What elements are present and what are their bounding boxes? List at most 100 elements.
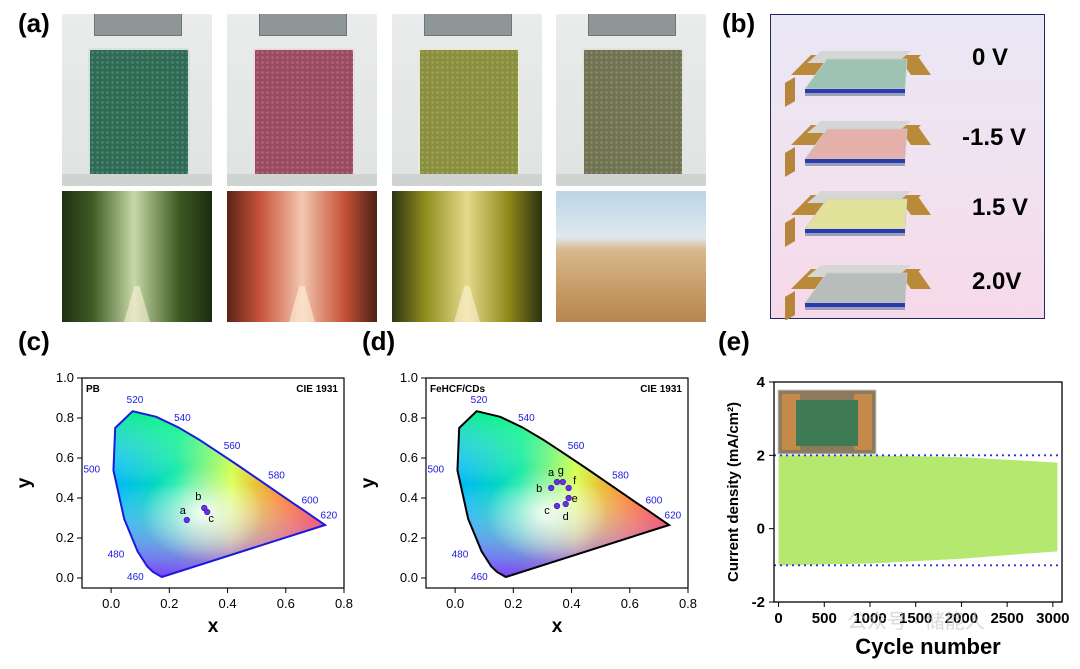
ec-device-1 [785,121,931,177]
y-tick-label: 0.8 [400,410,418,425]
wavelength-label-540: 540 [174,413,191,424]
panel-label-b: (b) [722,8,756,38]
wavelength-label-480: 480 [452,549,469,560]
device-layer-blue [805,229,905,233]
wavelength-label-540: 540 [518,413,535,424]
device-layer-base [805,233,905,236]
panel-label-c: (c) [18,326,50,356]
x-tick-label: 0.6 [621,596,639,611]
y-tick-label: 0.0 [56,570,74,585]
beaker-photo [392,14,542,186]
point-label-a: a [180,505,187,517]
device-stack-graphic [785,51,931,321]
data-point-c [204,508,211,516]
wavelength-label-620: 620 [665,510,682,521]
x-tick-label: 1500 [899,610,932,627]
wavelength-label-580: 580 [268,471,285,482]
panel-label-a: (a) [18,8,50,38]
wavelength-label-500: 500 [427,464,444,475]
ec-device-3 [785,265,931,321]
y-axis-label: y [358,477,379,488]
device-inset-photo [777,389,877,455]
wavelength-label-620: 620 [321,510,338,521]
panel-label-e: (e) [718,326,750,356]
scene-photo-red-autumn-forest [227,191,377,322]
device-layer-blue [805,89,905,93]
voltage-label-1: -1.5 V [962,124,1027,151]
device-tab [785,217,795,247]
x-tick-label: 0.8 [679,596,697,611]
x-tick-label: 3000 [1036,610,1069,627]
y-tick-label: 0.8 [56,410,74,425]
x-axis-label: x [208,616,219,637]
x-tick-label: 0 [774,610,782,627]
x-tick-label: 1000 [853,610,886,627]
device-layer-base [805,163,905,166]
voltage-label-0: 0 V [972,44,1009,71]
beaker-photo [62,14,212,186]
plot-frame [425,377,689,589]
device-tab [785,291,795,321]
data-point-g [559,478,566,486]
wavelength-label-520: 520 [127,395,144,406]
wavelength-label-600: 600 [646,496,663,507]
device-tab [785,147,795,177]
y-tick-label: 1.0 [400,370,418,385]
x-tick-label: 0.0 [102,596,120,611]
cie-standard-label: CIE 1931 [640,384,682,395]
x-tick-label: 2500 [990,610,1023,627]
cie-locus-outline [456,410,672,579]
current-density-area [778,455,1058,566]
device-layer-blue [805,303,905,307]
point-label-b: b [536,483,542,495]
point-label-d: d [563,511,569,523]
x-tick-label: 2000 [945,610,978,627]
y-tick-label: 0.6 [56,450,74,465]
data-point-a [553,478,561,486]
point-label-c: c [208,513,214,525]
x-axis-label: Cycle number [855,634,1001,659]
y-tick-label: 0.4 [400,490,418,505]
x-axis-label: x [552,616,563,637]
plot-frame [81,377,345,589]
y-tick-label: 1.0 [56,370,74,385]
x-tick-label: 0.0 [446,596,464,611]
y-tick-label: -2 [752,594,765,611]
y-tick-label: 0.6 [400,450,418,465]
cie-locus-outline [112,410,328,579]
plot-frame [773,381,1063,603]
scene-photo-yellow-forest [392,191,542,322]
y-tick-label: 0.2 [56,530,74,545]
wavelength-label-560: 560 [224,441,241,452]
wavelength-label-460: 460 [471,572,488,583]
cie-color-fill [113,411,326,578]
voltage-label-3: 2.0V [972,268,1022,295]
x-tick-label: 0.8 [335,596,353,611]
point-label-f: f [573,475,577,487]
wavelength-label-580: 580 [612,471,629,482]
wavelength-label-520: 520 [471,395,488,406]
data-point-c [553,502,561,510]
beaker-photo [556,14,706,186]
y-tick-label: 4 [757,374,766,391]
y-tick-label: 0.2 [400,530,418,545]
point-label-b: b [195,491,201,503]
x-tick-label: 0.4 [563,596,581,611]
x-tick-label: 500 [812,610,837,627]
scene-photo-green-forest [62,191,212,322]
cie-standard-label: CIE 1931 [296,384,338,395]
wavelength-label-500: 500 [83,464,100,475]
watermark-text: 公众号 · 储能人 [847,610,985,633]
ec-device-0 [785,51,931,107]
x-tick-label: 0.6 [277,596,295,611]
ec-device-2 [785,191,931,247]
device-tab [785,77,795,107]
y-tick-label: 0.4 [56,490,74,505]
cycling-stability-chart: 0 500 1000 1500 2000 2500 3000 -2 0 2 4 Cycle numbe… [725,374,1070,659]
chart-title: FeHCF/CDs [430,384,485,395]
data-point-d [562,500,569,508]
point-label-c: c [544,505,550,517]
y-tick-label: 0.0 [400,570,418,585]
scene-photo-desert [556,191,706,322]
point-label-e: e [572,493,578,505]
